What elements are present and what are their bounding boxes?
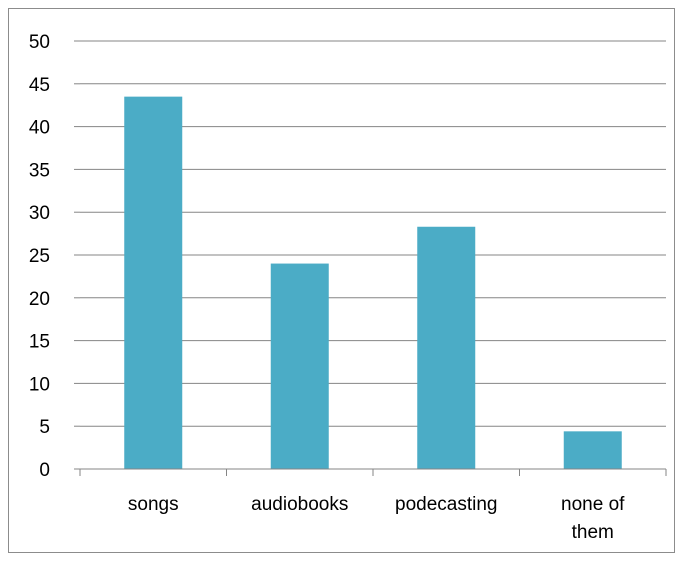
bar <box>124 96 183 469</box>
y-tick-label: 35 <box>29 160 50 181</box>
x-category-labels: songs audiobooks podecasting none of them <box>128 494 625 543</box>
y-tick-label: 15 <box>29 332 50 353</box>
bar <box>270 263 329 469</box>
y-tick-label: 0 <box>39 460 50 481</box>
x-category-label: audiobooks <box>251 494 348 515</box>
y-tick-label: 25 <box>29 246 50 267</box>
y-tick-label: 10 <box>29 374 50 395</box>
x-category-label: songs <box>128 494 179 515</box>
bar <box>417 226 476 469</box>
y-tick-label: 50 <box>29 32 50 53</box>
y-tick-label: 40 <box>29 118 50 139</box>
y-tick-label: 45 <box>29 75 50 96</box>
y-tick-label: 30 <box>29 203 50 224</box>
x-category-label: podecasting <box>395 494 497 515</box>
x-category-label: them <box>572 522 614 543</box>
bar <box>563 431 622 469</box>
x-category-label: none of <box>561 494 625 515</box>
x-axis <box>79 468 667 476</box>
y-tick-label: 20 <box>29 289 50 310</box>
y-tick-label: 5 <box>39 417 50 438</box>
bars <box>124 96 622 469</box>
y-tick-labels: 0 5 10 15 20 25 30 35 40 45 50 <box>29 32 50 481</box>
